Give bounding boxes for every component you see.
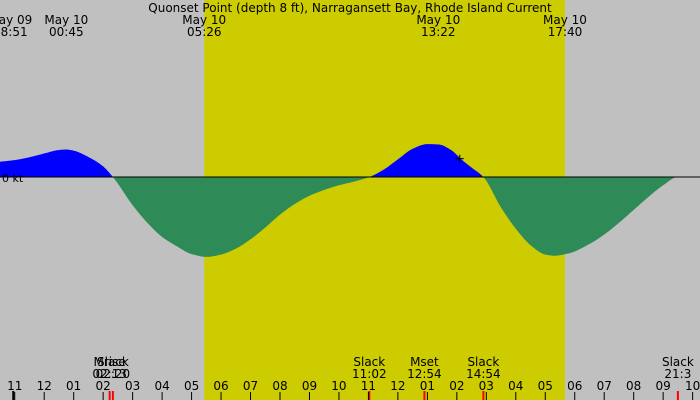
top-date-label: May 10 [44, 13, 88, 27]
hour-tick-label: 07 [243, 379, 258, 393]
zero-label: 0 kt [2, 172, 24, 185]
crosshair-marker [455, 154, 464, 163]
top-time-label: 13:22 [421, 25, 456, 39]
hour-tick-label: 05 [184, 379, 199, 393]
hour-tick-label: 06 [567, 379, 582, 393]
hour-tick-label: 11 [361, 379, 376, 393]
top-date-label: May 09 [0, 13, 32, 27]
flood-current-area [0, 144, 700, 177]
event-name-label: Mrise [94, 355, 126, 369]
event-time-label: 02:13 [92, 367, 127, 381]
hour-tick-label: 10 [331, 379, 346, 393]
hour-tick-label: 11 [7, 379, 22, 393]
top-date-label: May 10 [416, 13, 460, 27]
event-name-label: Slack [97, 355, 129, 369]
hour-tick-label: 01 [66, 379, 81, 393]
current-areas [0, 144, 700, 257]
chart-title: Quonset Point (depth 8 ft), Narragansett… [148, 1, 552, 15]
hour-ticks: 11 12 01 02 03 04 05 06 07 08 09 10 11 12 01 02 03 04 05 06… [7, 379, 700, 400]
hour-tick-label: 02 [96, 379, 111, 393]
hour-tick-label: 10 [685, 379, 700, 393]
top-time-label: 00:45 [49, 25, 84, 39]
hour-tick-label: 05 [538, 379, 553, 393]
hour-tick-label: 04 [508, 379, 523, 393]
hour-tick-label: 12 [390, 379, 405, 393]
hour-tick-label: 08 [626, 379, 641, 393]
hour-tick-label: 02 [449, 379, 464, 393]
ebb-current-area [0, 177, 700, 257]
hour-tick-label: 03 [125, 379, 140, 393]
hour-tick-label: 08 [272, 379, 287, 393]
hour-tick-label: 03 [479, 379, 494, 393]
top-date-label: May 10 [543, 13, 587, 27]
hour-tick-label: 09 [656, 379, 671, 393]
hour-tick-label: 07 [597, 379, 612, 393]
event-name-label: Slack [662, 355, 694, 369]
hour-tick-label: 01 [420, 379, 435, 393]
event-name-label: Slack [353, 355, 385, 369]
hour-tick-label: 09 [302, 379, 317, 393]
event-name-label: Slack [467, 355, 499, 369]
event-time-label: 21:3 [664, 367, 691, 381]
event-markers [12, 391, 679, 400]
top-time-label: 17:40 [548, 25, 583, 39]
top-time-label: 05:26 [187, 25, 222, 39]
event-time-label: 12:54 [407, 367, 442, 381]
hour-tick-label: 12 [37, 379, 52, 393]
event-time-label: 02:20 [96, 367, 131, 381]
event-name-label: Mset [410, 355, 439, 369]
top-date-label: May 10 [182, 13, 226, 27]
top-time-label: 18:51 [0, 25, 28, 39]
hour-tick-label: 04 [154, 379, 169, 393]
event-time-label: 11:02 [352, 367, 387, 381]
hour-tick-label: 06 [213, 379, 228, 393]
event-labels: Mrise02:13Slack02:20Slack11:02Mset12:54S… [92, 355, 694, 381]
event-time-label: 14:54 [466, 367, 501, 381]
